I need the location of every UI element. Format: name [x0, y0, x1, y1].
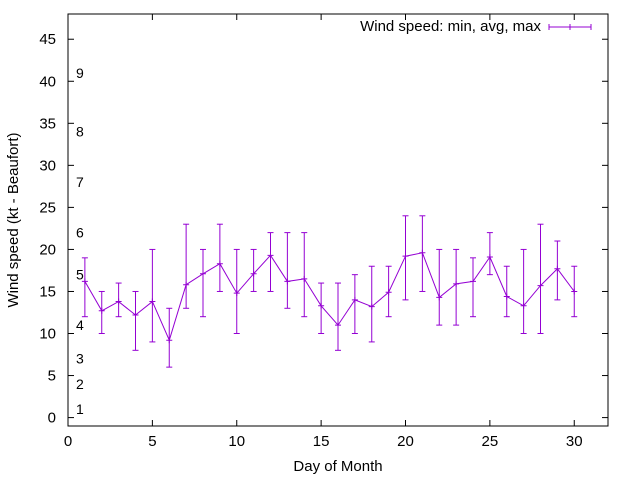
data-point	[503, 293, 510, 300]
y-axis-title: Wind speed (kt - Beaufort)	[5, 132, 22, 307]
data-point	[81, 278, 88, 285]
data-point	[554, 265, 561, 272]
y-tick-label: 10	[39, 326, 56, 343]
data-point	[216, 260, 223, 267]
data-point	[351, 296, 358, 303]
beaufort-label: 5	[76, 267, 84, 283]
beaufort-scale-labels: 1 2 3 4 5 6 7 8 9	[76, 65, 84, 417]
data-point	[98, 307, 105, 314]
legend-key	[548, 24, 592, 30]
data-point	[368, 303, 375, 310]
beaufort-label: 6	[76, 225, 84, 241]
avg-line	[84, 252, 575, 342]
data-point	[470, 278, 476, 285]
y-tick-label: 40	[39, 73, 56, 90]
beaufort-label: 2	[76, 376, 84, 392]
plot-frame	[67, 13, 609, 427]
data-point	[115, 298, 122, 305]
beaufort-label: 1	[76, 401, 84, 417]
data-point	[166, 337, 173, 344]
y-tick-label: 5	[48, 368, 56, 385]
data-point	[537, 282, 544, 289]
data-point	[250, 270, 257, 277]
data-point	[200, 270, 206, 277]
y-tick-label: 35	[39, 115, 56, 132]
wind-speed-series	[81, 215, 578, 368]
y-tick-label: 45	[39, 31, 56, 48]
x-tick-label: 25	[482, 433, 499, 450]
beaufort-label: 7	[76, 174, 84, 190]
data-point	[436, 294, 443, 301]
data-point	[233, 290, 240, 297]
data-point	[335, 322, 341, 329]
data-point	[183, 281, 190, 288]
data-point	[419, 249, 426, 256]
data-point	[284, 278, 291, 285]
beaufort-label: 8	[76, 124, 84, 140]
x-tick-label: 0	[64, 433, 72, 450]
data-point	[267, 252, 274, 259]
data-point	[453, 280, 460, 287]
data-point	[486, 253, 493, 260]
data-point	[318, 302, 325, 309]
data-point	[132, 312, 139, 319]
y-tick-label: 15	[39, 283, 56, 300]
data-point	[402, 253, 409, 260]
legend-label: Wind speed: min, avg, max	[360, 18, 541, 35]
data-point	[301, 275, 308, 282]
x-tick-label: 10	[228, 433, 245, 450]
beaufort-label: 4	[76, 317, 84, 333]
y-tick-label: 0	[48, 410, 56, 427]
data-point	[520, 302, 527, 309]
y-tick-label: 30	[39, 157, 56, 174]
data-point	[385, 289, 392, 296]
x-tick-label: 5	[148, 433, 156, 450]
x-tick-label: 20	[397, 433, 414, 450]
x-tick-label: 15	[313, 433, 330, 450]
y-tick-label: 20	[39, 241, 56, 258]
beaufort-label: 3	[76, 351, 84, 367]
y-tick-label: 25	[39, 199, 56, 216]
legend: Wind speed: min, avg, max	[360, 18, 592, 35]
data-point	[149, 298, 156, 305]
x-axis-ticks: 0 5 10 15 20 25 30	[64, 14, 583, 450]
x-tick-label: 30	[566, 433, 583, 450]
x-axis-title: Day of Month	[293, 458, 382, 475]
data-point	[571, 288, 578, 295]
beaufort-label: 9	[76, 65, 84, 81]
